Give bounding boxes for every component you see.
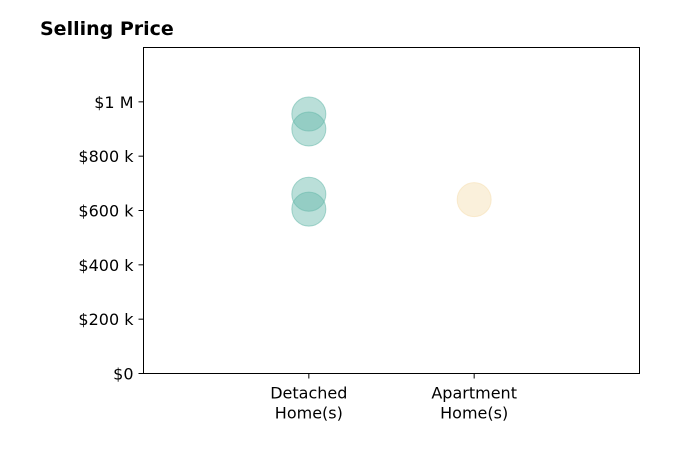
chart-title: Selling Price: [40, 18, 174, 40]
points-layer: [291, 96, 492, 227]
y-tick-label: $1 M: [94, 93, 133, 112]
plot-frame: [143, 47, 640, 374]
y-tick-label: $0: [113, 365, 133, 384]
x-tick-label: Detached Home(s): [270, 384, 347, 423]
y-tick-label: $600 k: [78, 202, 134, 221]
x-tick-label: Apartment Home(s): [431, 384, 517, 423]
data-point: [291, 176, 327, 212]
y-tick-label: $800 k: [78, 147, 134, 166]
x-axis: Detached Home(s) Apartment Home(s): [270, 373, 517, 423]
data-point: [291, 191, 327, 227]
data-point: [456, 182, 492, 218]
y-tick-label: $200 k: [78, 310, 134, 329]
y-tick-label: $400 k: [78, 256, 134, 275]
data-point: [291, 111, 327, 147]
y-axis: $0 $200 k $400 k $600 k $800 k $1 M: [78, 93, 144, 384]
data-point: [291, 96, 327, 132]
